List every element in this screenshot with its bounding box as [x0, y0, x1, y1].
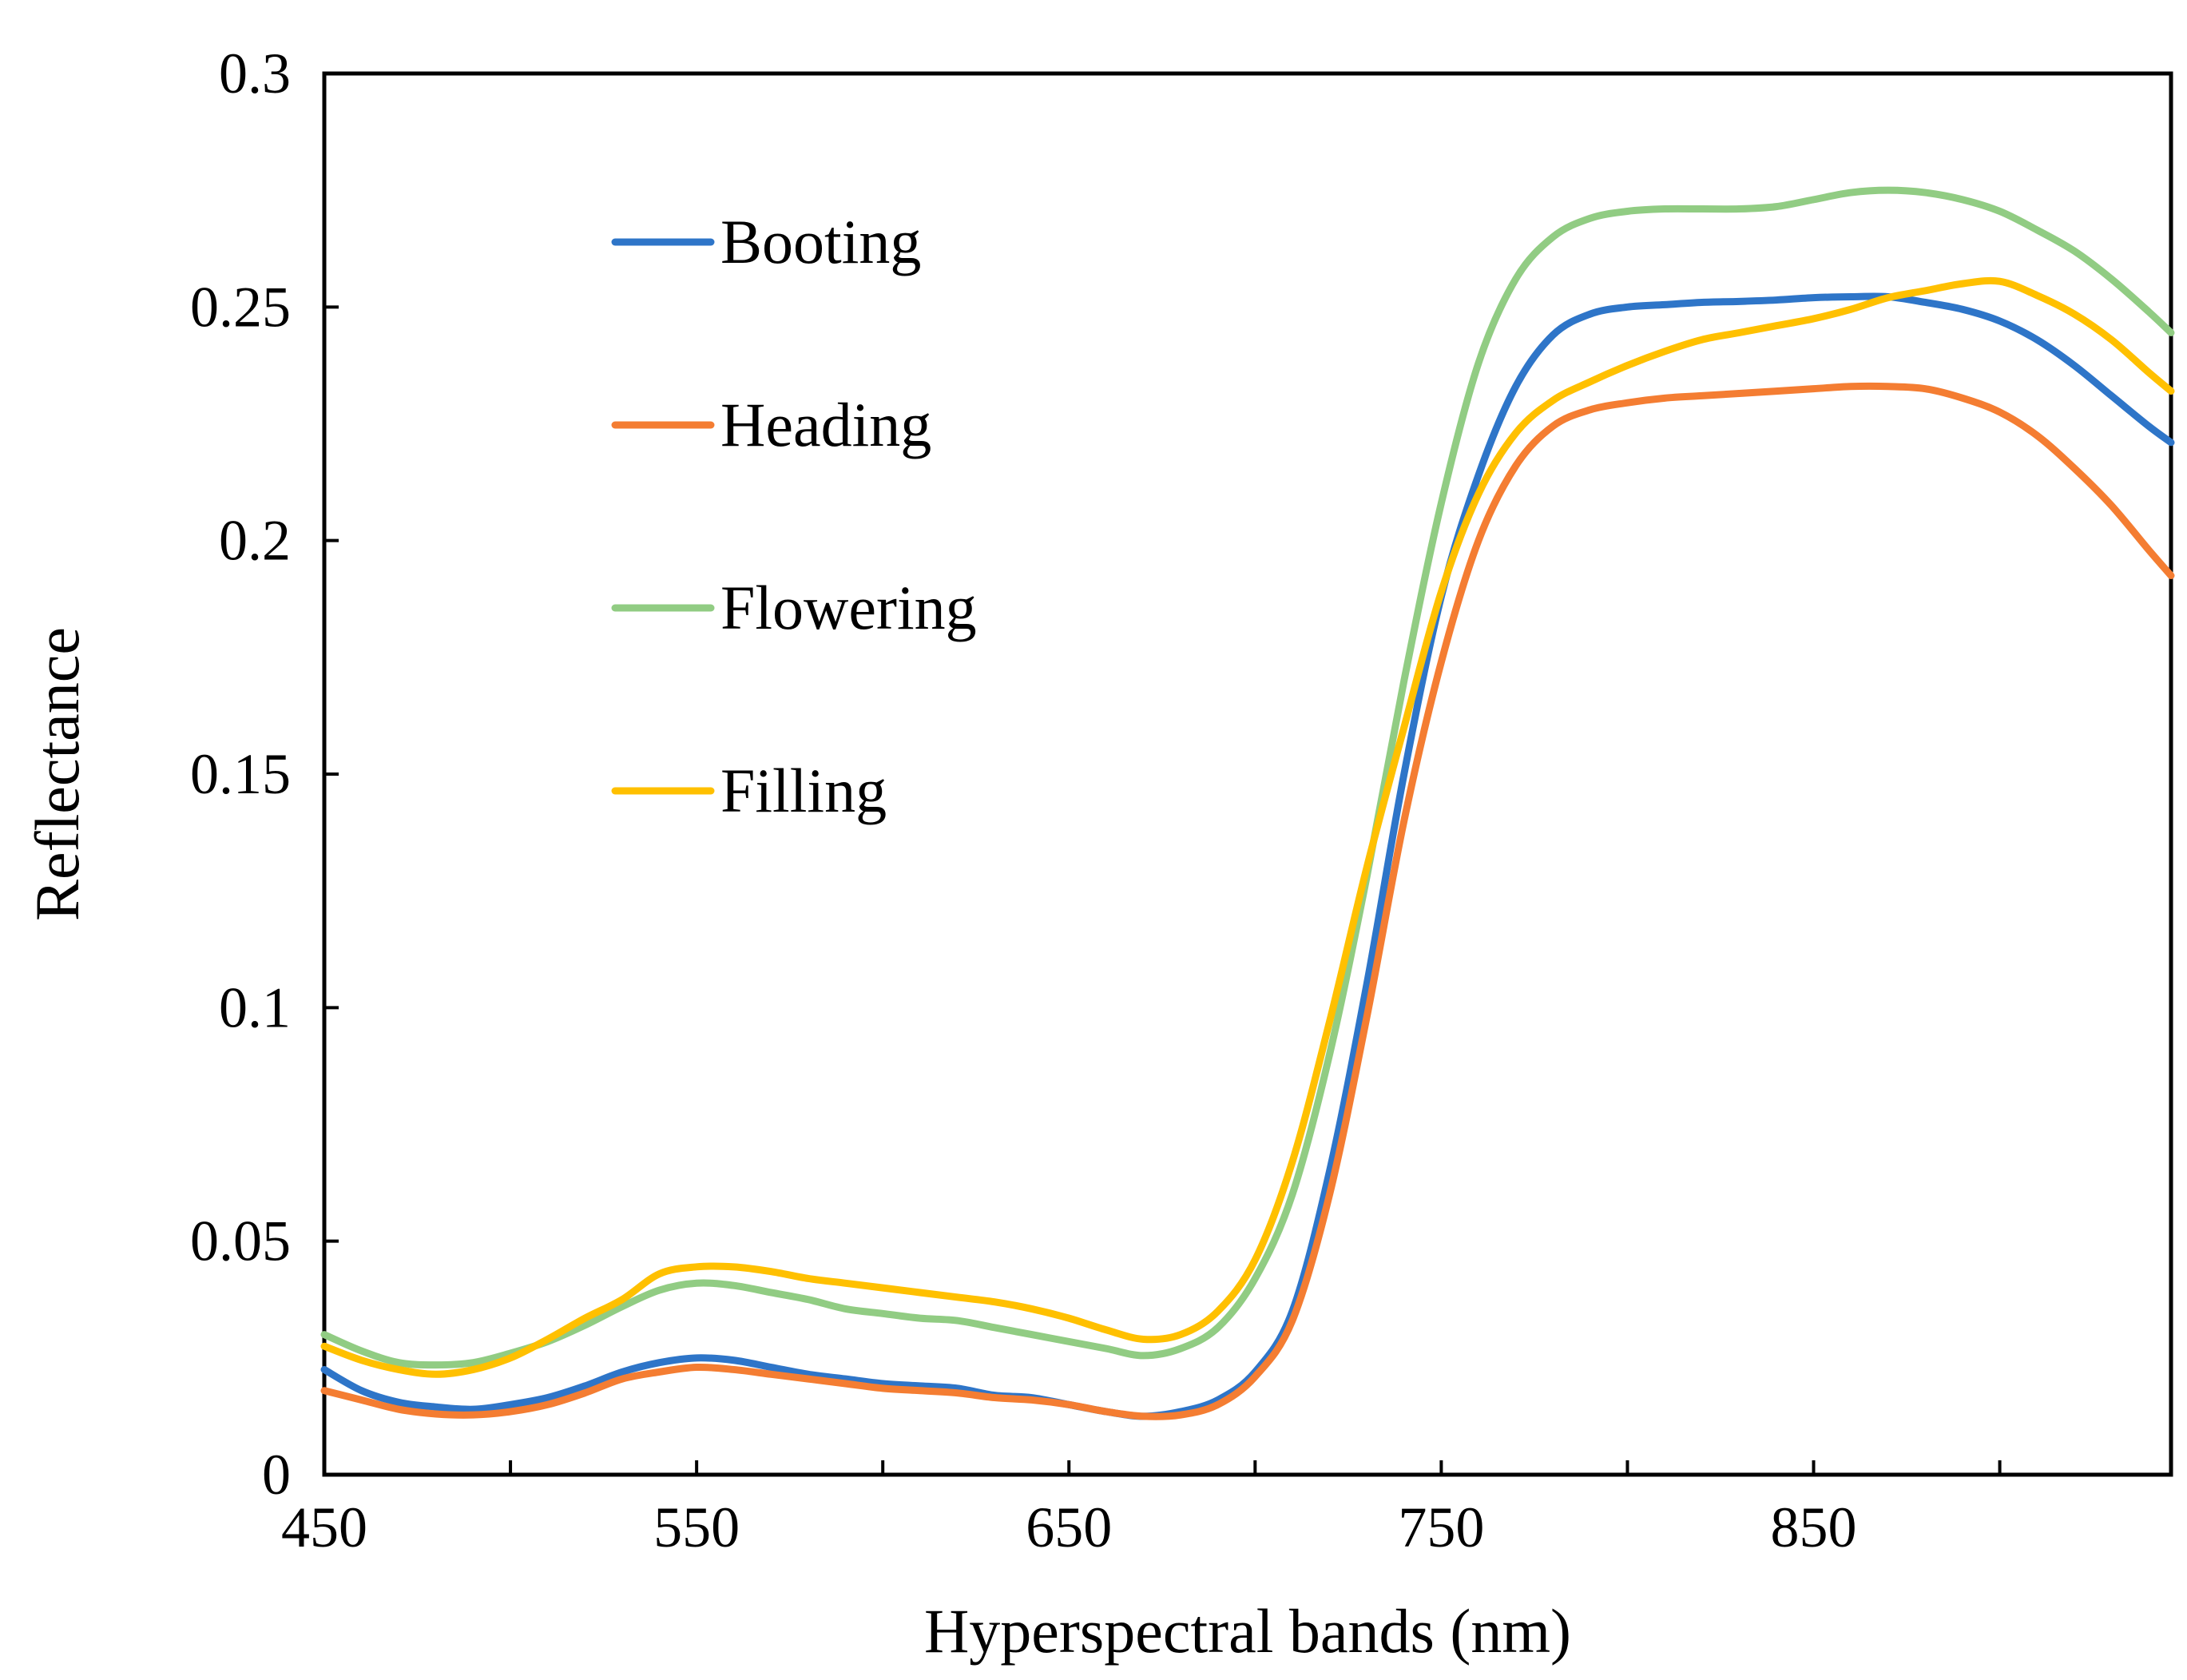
y-tick-label: 0 — [262, 1443, 291, 1507]
x-tick-label: 850 — [1771, 1495, 1857, 1559]
legend-label-heading: Heading — [720, 390, 931, 459]
y-tick-label: 0.25 — [190, 275, 291, 339]
series-line-filling — [320, 276, 2175, 1378]
y-tick-label: 0.2 — [219, 509, 291, 573]
x-tick-label: 550 — [653, 1495, 740, 1559]
series-line-heading — [320, 382, 2175, 1420]
y-tick-label: 0.1 — [219, 975, 291, 1039]
x-axis-ticks: 450 550 650 750 850 — [281, 1460, 2002, 1559]
legend: Booting Heading Flowering Filling — [611, 207, 977, 825]
legend-label-filling: Filling — [720, 756, 887, 825]
x-tick-label: 750 — [1398, 1495, 1484, 1559]
series-line-booting — [320, 292, 2175, 1420]
legend-label-flowering: Flowering — [720, 573, 977, 642]
series-line-flowering — [320, 186, 2175, 1369]
y-tick-label: 0.3 — [219, 42, 291, 105]
x-axis-title: Hyperspectral bands (nm) — [924, 1596, 1571, 1666]
legend-label-booting: Booting — [720, 207, 921, 276]
y-tick-label: 0.05 — [190, 1209, 291, 1273]
y-axis-title: Reflectance — [22, 627, 92, 921]
plot-area: 450 550 650 750 850 0 0.05 0.1 0.15 0.2 0.25 0.3 — [190, 42, 2175, 1559]
series-lines — [320, 186, 2175, 1420]
x-tick-label: 450 — [281, 1495, 367, 1559]
x-tick-label: 650 — [1026, 1495, 1112, 1559]
plot-frame — [322, 71, 2173, 1477]
y-tick-label: 0.15 — [190, 742, 291, 806]
y-axis-ticks: 0 0.05 0.1 0.15 0.2 0.25 0.3 — [190, 42, 339, 1507]
